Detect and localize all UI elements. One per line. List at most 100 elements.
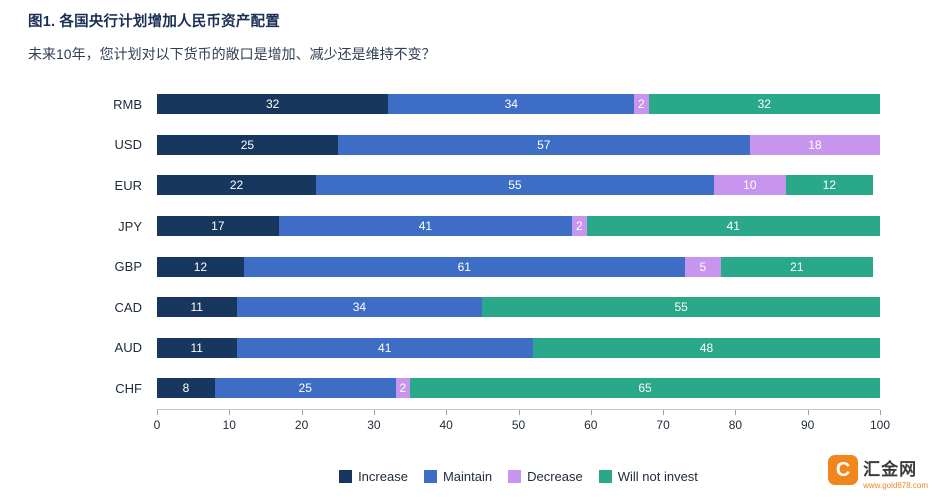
chart-row: GBP 12 61 5 21 [28, 246, 880, 287]
bar-segment: 17 [157, 216, 279, 237]
x-axis-tick-mark [373, 410, 375, 415]
chart-row: RMB 32 34 2 32 [28, 84, 880, 125]
bar-segment: 5 [684, 256, 721, 277]
bar: 25 57 18 [157, 134, 880, 155]
category-label: EUR [114, 177, 142, 193]
segment-value-label: 8 [182, 381, 190, 396]
chart-title: 图1. 各国央行计划增加人民币资产配置 [28, 14, 280, 30]
legend-label: Will not invest [617, 469, 698, 484]
segment-value-label: 25 [298, 381, 312, 396]
bar-segment: 2 [395, 378, 411, 399]
legend-item: Will not invest [598, 469, 698, 484]
x-axis-tick-mark [807, 410, 809, 415]
legend-label: Increase [358, 469, 408, 484]
segment-value-label: 34 [504, 97, 518, 112]
category-label: JPY [118, 218, 142, 234]
bar-segment: 48 [532, 337, 880, 358]
x-axis-tick-mark [301, 410, 303, 415]
segment-value-label: 22 [229, 178, 244, 193]
logo-url: www.gold678.com [863, 481, 928, 490]
segment-value-label: 10 [743, 178, 757, 193]
chart-row: JPY 17 41 2 41 [28, 206, 880, 247]
legend-item: Increase [339, 469, 408, 484]
category-label: CHF [115, 380, 142, 396]
logo-name: 汇金网 [863, 460, 918, 479]
bar: 12 61 5 21 [157, 256, 880, 277]
legend-label: Decrease [527, 469, 583, 484]
bar: 8 25 2 65 [157, 378, 880, 399]
segment-value-label: 41 [378, 340, 392, 355]
x-axis-tick-mark [590, 410, 592, 415]
x-axis-tick-label: 0 [153, 418, 161, 432]
x-axis-tick-mark [518, 410, 520, 415]
bar-segment: 12 [157, 256, 244, 277]
segment-value-label: 2 [638, 97, 645, 112]
x-axis-tick-label: 50 [511, 418, 526, 432]
x-axis-tick-mark [229, 410, 231, 415]
legend-swatch [339, 470, 353, 483]
x-axis-tick-label: 20 [294, 418, 309, 432]
chart-subtitle: 未来10年，您计划对以下货币的敞口是增加、减少还是维持不变？ [28, 46, 436, 62]
bar-segment: 65 [410, 378, 880, 399]
x-axis-tick-mark [663, 410, 665, 415]
bar: 11 34 55 [157, 297, 880, 318]
segment-value-label: 61 [457, 259, 471, 274]
segment-value-label: 2 [576, 219, 583, 234]
bar-segment: 10 [713, 175, 786, 196]
legend-swatch [598, 470, 612, 483]
bar-segment: 2 [572, 216, 587, 237]
logo-icon: C [828, 455, 859, 485]
bar-segment: 8 [157, 378, 215, 399]
bar-segment: 18 [749, 134, 880, 155]
segment-value-label: 11 [190, 300, 203, 315]
segment-value-label: 55 [674, 300, 688, 315]
bar-segment: 34 [236, 297, 483, 318]
bar-segment: 61 [243, 256, 685, 277]
category-label: AUD [114, 340, 142, 356]
stacked-bar-chart: RMB 32 34 2 32 USD 25 57 18 EUR 22 55 10 12 JPY 17 41 2 41… [28, 84, 880, 409]
segment-value-label: 34 [352, 300, 367, 315]
legend-item: Decrease [508, 469, 583, 484]
x-axis-tick-mark [880, 410, 881, 415]
bar-segment: 25 [157, 134, 338, 155]
segment-value-label: 65 [638, 381, 652, 396]
legend-swatch [508, 470, 522, 483]
chart-row: EUR 22 55 10 12 [28, 165, 880, 206]
bar-segment: 22 [157, 175, 317, 196]
bar-segment: 25 [214, 378, 396, 399]
bar-segment: 34 [388, 94, 635, 115]
logo-texts: 汇金网 www.gold678.com [863, 455, 928, 490]
x-axis-tick-label: 30 [367, 418, 381, 432]
chart-legend: Increase Maintain Decrease Will not invest [157, 469, 880, 484]
segment-value-label: 57 [537, 137, 551, 152]
bar-segment: 41 [236, 337, 533, 358]
x-axis-tick-label: 90 [801, 418, 815, 432]
segment-value-label: 55 [508, 178, 522, 193]
category-label: GBP [114, 259, 142, 275]
bar-segment: 55 [316, 175, 714, 196]
legend-swatch [423, 470, 437, 483]
chart-row: CHF 8 25 2 65 [28, 368, 880, 409]
bar-segment: 55 [482, 297, 880, 318]
bar-segment: 11 [157, 337, 237, 358]
category-label: USD [114, 137, 142, 153]
segment-value-label: 25 [240, 137, 255, 152]
bar: 22 55 10 12 [157, 175, 880, 196]
segment-value-label: 32 [266, 97, 280, 112]
segment-value-label: 11 [190, 340, 203, 355]
category-label: RMB [113, 96, 142, 112]
segment-value-label: 5 [699, 259, 707, 274]
bar: 11 41 48 [157, 337, 880, 358]
segment-value-label: 32 [757, 97, 771, 112]
bar-segment: 12 [785, 175, 873, 196]
bar: 17 41 2 41 [157, 216, 880, 237]
segment-value-label: 2 [399, 381, 407, 396]
x-axis-tick-label: 40 [439, 418, 453, 432]
bar-segment: 41 [278, 216, 573, 237]
x-axis-tick-label: 100 [869, 418, 891, 432]
bar-segment: 11 [157, 297, 237, 318]
bar-segment: 2 [634, 94, 649, 115]
segment-value-label: 17 [211, 219, 225, 234]
bar-segment: 41 [586, 216, 880, 237]
